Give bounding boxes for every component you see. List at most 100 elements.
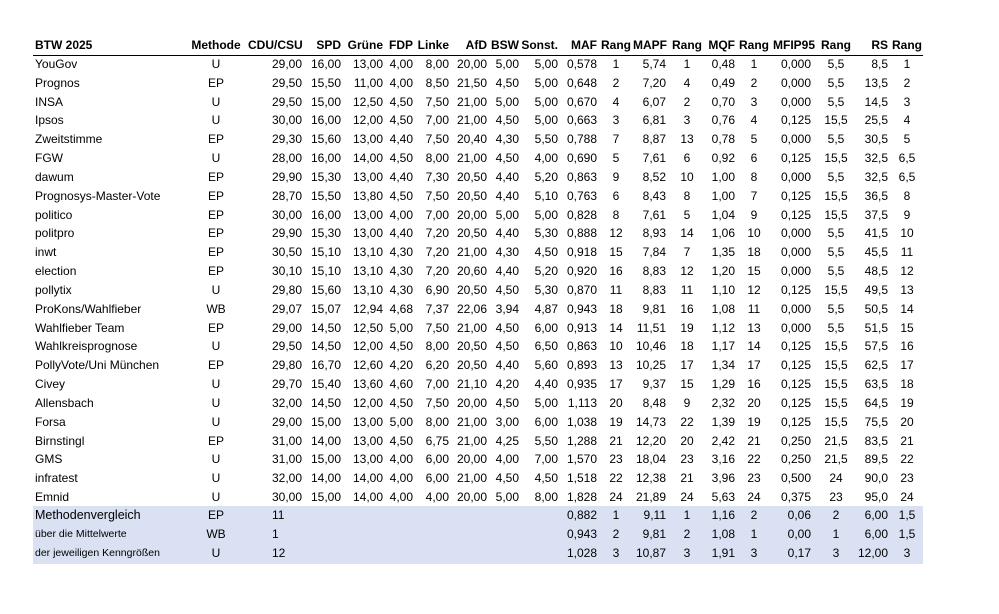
row-cell: 29,90 [271, 226, 302, 241]
row-cell: 9 [612, 169, 620, 184]
row-cell: 0,375 [780, 490, 811, 505]
row-cell: 7,50 [425, 188, 449, 203]
row-cell: 5,5 [827, 264, 845, 279]
row-cell: 11 [609, 282, 623, 297]
row-cell: 0,000 [780, 169, 811, 184]
row-cell: 21,00 [456, 94, 487, 109]
row-cell: 32,00 [271, 395, 302, 410]
row-cell: 15,60 [310, 132, 341, 147]
row-cell: 3,00 [495, 414, 519, 429]
row-cell: 4 [750, 113, 758, 128]
row-cell: 2,42 [711, 433, 735, 448]
row-cell: 14 [609, 320, 623, 335]
row-cell: 10 [609, 339, 623, 354]
row-cell: 4,50 [495, 339, 519, 354]
row-cell: 4,50 [534, 471, 558, 486]
row-cell: 6,00 [425, 471, 449, 486]
row-cell: 4,50 [389, 113, 413, 128]
row-cell: 4,50 [495, 113, 519, 128]
row-cell: 15,5 [824, 151, 848, 166]
row-cell: 13,00 [352, 433, 383, 448]
summary-background [33, 506, 923, 564]
row-cell: 0,000 [780, 75, 811, 90]
row-cell: 4,00 [389, 207, 413, 222]
row-cell: 6,00 [534, 414, 558, 429]
row-cell: 13,5 [864, 75, 888, 90]
row-cell: U [211, 471, 221, 486]
row-cell: 0,125 [780, 414, 811, 429]
row-cell: 9,81 [642, 301, 666, 316]
row-cell: 15,10 [310, 245, 341, 260]
row-cell: 10 [900, 226, 914, 241]
row-cell: 8,00 [425, 151, 449, 166]
row-cell: 63,5 [864, 377, 888, 392]
row-cell: 2,32 [711, 395, 735, 410]
row-cell: 8,5 [871, 57, 888, 71]
row-cell: 4,30 [389, 282, 413, 297]
row-cell: 4,50 [389, 339, 413, 354]
row-cell: 50,5 [864, 301, 888, 316]
row-cell: 14 [900, 301, 914, 316]
header-cell: Rang [601, 38, 631, 52]
row-cell: 14 [680, 226, 694, 241]
row-cell: 6 [750, 151, 758, 166]
row-cell: U [211, 282, 221, 297]
row-cell: 13,00 [352, 452, 383, 467]
row-cell: 14,50 [310, 339, 341, 354]
row-cell: 3 [683, 113, 691, 128]
row-cell: 5,30 [534, 226, 558, 241]
row-cell: 20 [680, 433, 694, 448]
summary-cell: 1 [832, 527, 840, 541]
row-cell: 5 [612, 151, 620, 166]
row-cell: U [211, 414, 221, 429]
summary-cell: 3 [683, 546, 691, 560]
summary-cell: 0,00 [787, 527, 811, 541]
row-cell: 3 [750, 94, 758, 109]
row-cell: 15,5 [824, 207, 848, 222]
row-cell: 5,5 [827, 132, 845, 147]
row-cell: 21 [609, 433, 623, 448]
row-cell: 1,570 [566, 452, 597, 467]
row-cell: 15,10 [310, 264, 341, 279]
row-cell: EP [207, 433, 224, 448]
row-label: YouGov [35, 57, 78, 71]
row-cell: 13,00 [352, 414, 383, 429]
summary-cell: 1,5 [898, 508, 916, 522]
row-cell: EP [207, 320, 224, 335]
summary-cell: 1,5 [898, 527, 916, 541]
row-cell: 16,70 [310, 358, 341, 373]
row-cell: 51,5 [864, 320, 888, 335]
row-cell: 23 [829, 490, 843, 505]
row-cell: 4,50 [389, 433, 413, 448]
row-cell: 12,60 [352, 358, 383, 373]
row-cell: 0,000 [780, 301, 811, 316]
row-cell: 15,5 [824, 395, 848, 410]
row-cell: EP [207, 245, 224, 260]
row-cell: 17 [900, 358, 914, 373]
row-cell: 11,00 [353, 75, 383, 90]
row-cell: 8 [612, 207, 620, 222]
row-cell: 15,50 [310, 75, 341, 90]
row-cell: 5,00 [389, 320, 413, 335]
row-cell: 15,5 [824, 414, 848, 429]
row-cell: 10 [747, 226, 761, 241]
summary-cell: 1 [750, 527, 758, 541]
row-cell: 18 [900, 377, 914, 392]
row-cell: 3 [612, 113, 620, 128]
row-cell: 15,30 [310, 169, 341, 184]
row-cell: 57,5 [864, 339, 888, 354]
header-cell: FDP [389, 38, 413, 52]
header-cell: Rang [739, 38, 769, 52]
row-cell: 0,250 [780, 433, 811, 448]
row-cell: 0,918 [566, 245, 597, 260]
row-label: Emnid [35, 490, 70, 505]
row-cell: 0,70 [711, 94, 735, 109]
row-cell: 7,00 [425, 207, 449, 222]
row-cell: 14,50 [310, 320, 341, 335]
row-cell: 4,40 [534, 377, 558, 392]
row-cell: 6,00 [534, 320, 558, 335]
summary-cell: 2 [832, 508, 840, 522]
row-cell: 16,00 [310, 57, 341, 71]
row-cell: 7,61 [642, 207, 666, 222]
